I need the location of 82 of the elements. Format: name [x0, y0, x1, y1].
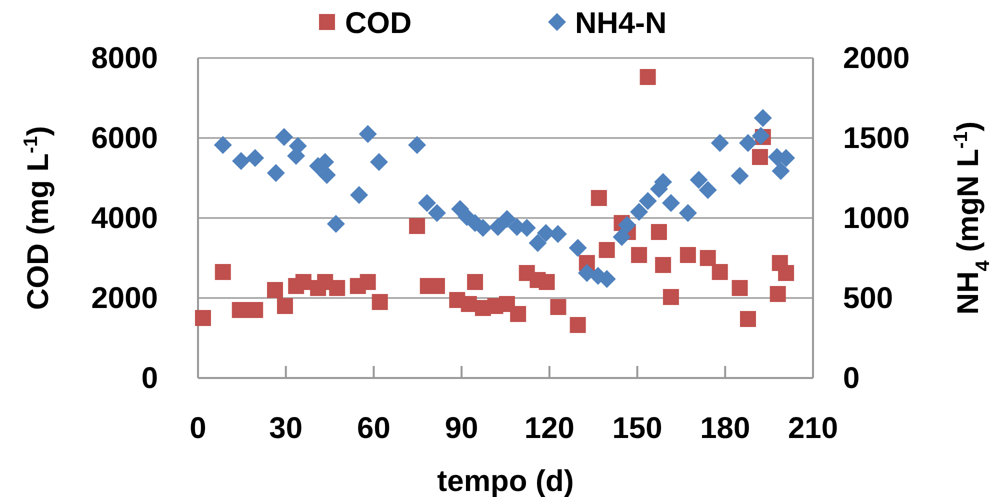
- point: [538, 274, 555, 290]
- point: [246, 149, 264, 167]
- point: [710, 134, 729, 152]
- point: [232, 152, 250, 170]
- point: [752, 149, 768, 165]
- point: [655, 257, 672, 273]
- point: [370, 153, 388, 171]
- point: [598, 242, 615, 258]
- point: [498, 210, 516, 228]
- point: [638, 192, 657, 210]
- y-tick-label: 8000: [91, 42, 158, 75]
- point: [358, 125, 377, 143]
- point: [700, 250, 716, 266]
- point: [372, 294, 388, 310]
- point: [329, 280, 346, 296]
- point: [408, 136, 426, 154]
- point: [752, 126, 770, 145]
- point: [488, 218, 507, 236]
- legend-label: COD: [345, 7, 412, 40]
- point: [467, 274, 484, 290]
- point: [214, 264, 231, 280]
- x-tick-label: 210: [788, 412, 838, 445]
- point: [754, 109, 772, 127]
- point: [326, 214, 345, 233]
- point: [214, 136, 232, 154]
- point: [360, 274, 376, 290]
- point: [662, 194, 680, 212]
- point: [618, 216, 636, 234]
- x-tick-label: 90: [444, 412, 478, 445]
- point: [778, 265, 794, 281]
- point: [640, 69, 656, 85]
- x-tick-label: 0: [190, 412, 206, 445]
- point: [570, 317, 586, 333]
- point: [318, 166, 336, 184]
- point: [409, 218, 426, 234]
- y-tick-label: 4000: [91, 202, 158, 235]
- point: [194, 310, 211, 326]
- point: [738, 134, 757, 152]
- point: [612, 228, 631, 246]
- point: [276, 298, 293, 314]
- y-tick-label: 6000: [91, 122, 158, 155]
- x-tick-label: 60: [357, 412, 390, 445]
- y-tick-label: 2000: [91, 282, 158, 315]
- point: [690, 170, 708, 189]
- point: [428, 204, 446, 222]
- y2-tick-label: 0: [843, 362, 860, 395]
- point: [740, 311, 756, 327]
- point: [568, 238, 587, 257]
- x-axis-title: tempo (d): [437, 465, 574, 497]
- x-tick-label: 30: [269, 412, 303, 445]
- x-tick-label: 150: [612, 412, 662, 445]
- point: [510, 306, 526, 322]
- point: [275, 128, 294, 146]
- y-tick-label: 0: [141, 362, 158, 395]
- y2-tick-label: 1500: [843, 122, 910, 155]
- y2-tick-label: 500: [843, 282, 894, 315]
- y2-tick-label: 2000: [843, 42, 910, 75]
- point: [550, 299, 566, 315]
- point: [678, 204, 697, 222]
- point: [650, 224, 667, 240]
- point: [350, 186, 368, 204]
- point: [662, 289, 679, 305]
- point: [266, 164, 285, 182]
- point: [772, 162, 790, 180]
- point: [730, 166, 749, 185]
- point: [712, 264, 728, 280]
- point: [267, 282, 284, 298]
- point: [770, 286, 786, 302]
- point: [630, 202, 648, 221]
- x-tick-label: 180: [700, 412, 750, 445]
- point: [698, 181, 717, 199]
- point: [528, 234, 547, 252]
- point: [631, 247, 648, 263]
- point: [732, 280, 748, 296]
- point: [232, 302, 248, 318]
- legend-label: NH4-N: [575, 7, 667, 40]
- point: [590, 190, 607, 206]
- x-tick-label: 120: [524, 412, 574, 445]
- y2-tick-label: 1000: [843, 202, 910, 235]
- point: [418, 194, 436, 212]
- point: [247, 302, 264, 318]
- point: [680, 247, 696, 263]
